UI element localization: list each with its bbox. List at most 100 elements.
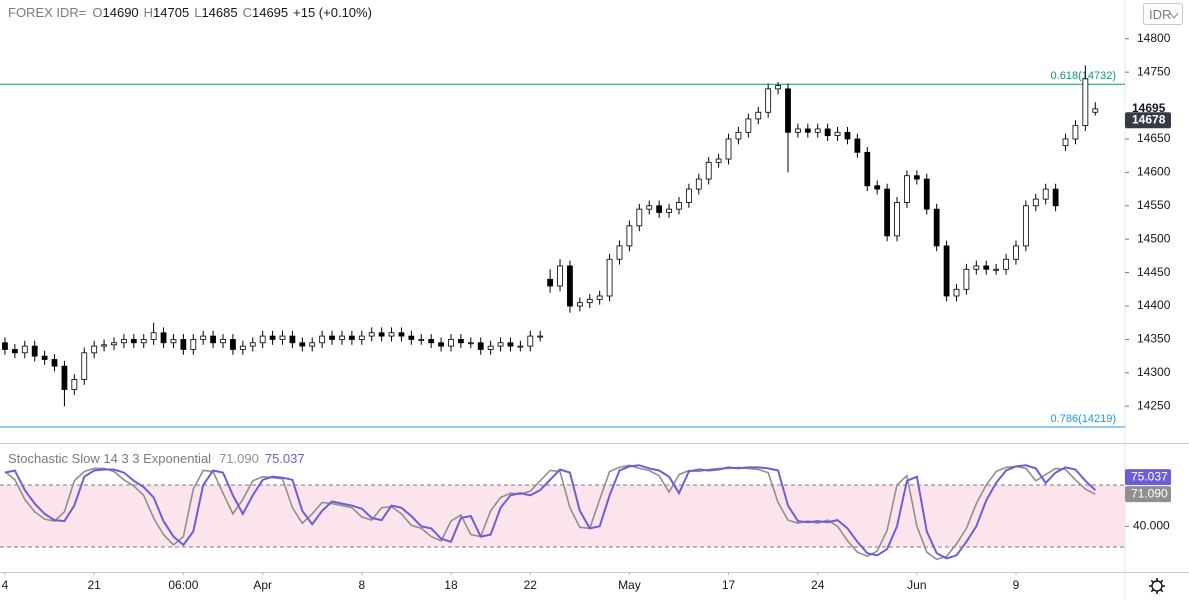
candle-body <box>467 342 474 345</box>
candle-body <box>289 335 296 344</box>
currency-button[interactable]: IDR <box>1143 3 1183 25</box>
y-tick-label: 14300 <box>1137 365 1171 379</box>
candle-body <box>319 335 326 344</box>
candle-body <box>101 344 107 347</box>
x-tick-label: 21 <box>87 578 101 592</box>
candle-body <box>735 131 742 140</box>
price-label: 14678 <box>1132 112 1166 126</box>
candle-body <box>904 175 910 203</box>
ohlc-value: 14705 <box>153 5 190 20</box>
candle-body <box>428 339 435 344</box>
candle-body <box>606 258 613 297</box>
x-tick-label: 22 <box>524 578 538 592</box>
ohlc-value: 14695 <box>251 5 289 20</box>
candle-body <box>913 175 920 180</box>
candle-body <box>21 345 28 354</box>
candle-body <box>943 245 950 297</box>
candle-body <box>1013 245 1019 260</box>
candle-body <box>1052 188 1059 207</box>
y-tick-label: 14400 <box>1137 298 1171 312</box>
value-box <box>1125 486 1171 503</box>
candle-body <box>150 332 157 340</box>
candle-body <box>81 352 88 380</box>
candle-body <box>596 295 603 300</box>
settings-icon[interactable] <box>1149 578 1165 594</box>
y-tick-label: 14800 <box>1137 31 1171 45</box>
x-tick-label: 4 <box>2 578 9 592</box>
candle-body <box>567 265 573 307</box>
candle-body <box>1032 198 1039 207</box>
value-box-label: 71.090 <box>1131 486 1168 500</box>
y-tick-label: 14500 <box>1137 231 1171 245</box>
y-tick-label: 14600 <box>1137 165 1171 179</box>
candle-body <box>180 339 187 350</box>
candle-body <box>210 335 217 344</box>
candle-body <box>517 345 524 348</box>
candle-body <box>795 128 801 133</box>
candle-body <box>497 342 504 347</box>
candle-body <box>854 138 861 153</box>
stoch-band <box>0 484 1125 547</box>
candle-body <box>358 335 365 340</box>
candle-body <box>329 335 335 340</box>
candle-body <box>983 265 990 270</box>
candle-body <box>130 339 137 344</box>
candle-body <box>804 128 811 133</box>
candle-body <box>239 345 246 350</box>
y-tick-label: 14650 <box>1137 131 1171 145</box>
candle-body <box>61 365 68 390</box>
candle-body <box>477 342 484 350</box>
candle-body <box>448 339 454 347</box>
ohlc-label: O <box>92 5 103 20</box>
candle-body <box>458 339 464 344</box>
candle-body <box>775 85 781 90</box>
candle-body <box>973 265 980 270</box>
candle-body <box>874 185 881 190</box>
candle-body <box>418 339 425 341</box>
x-tick-label: May <box>618 578 641 592</box>
x-tick-label: Jun <box>907 578 926 592</box>
candle-body <box>398 332 405 337</box>
candle-body <box>824 128 831 137</box>
y-tick-label: 14450 <box>1137 265 1171 279</box>
candle-body <box>1003 258 1009 270</box>
candle-body <box>963 268 970 290</box>
x-tick-label: 06:00 <box>168 578 198 592</box>
candle-body <box>438 342 444 347</box>
candle-body <box>299 342 306 347</box>
candle-body <box>249 342 256 347</box>
candle-body <box>160 332 167 344</box>
ohlc-label: L <box>194 5 202 20</box>
fib-label: 0.618(14732) <box>1051 70 1116 82</box>
candle-body <box>745 118 752 133</box>
ohlc-value: 14690 <box>102 5 139 20</box>
legend-value: 75.037 <box>264 451 305 466</box>
ohlc-value: 14685 <box>201 5 238 20</box>
x-tick-label: 24 <box>811 578 825 592</box>
candle-body <box>705 161 712 180</box>
candle-body <box>953 288 960 297</box>
value-box-label: 75.037 <box>1131 469 1168 483</box>
candle-body <box>636 208 643 227</box>
y-tick-label: 14750 <box>1137 64 1171 78</box>
candle-body <box>279 335 286 340</box>
candle-body <box>864 151 871 187</box>
candle-body <box>1042 188 1049 200</box>
candle-body <box>140 339 147 344</box>
price-label: 14695 <box>1132 101 1166 115</box>
candle-body <box>586 298 593 304</box>
candle-body <box>388 332 395 337</box>
stoch-line <box>4 464 1096 560</box>
candle-body <box>190 339 197 350</box>
candle-body <box>259 335 266 344</box>
gear-teeth <box>1149 578 1165 594</box>
candle-body <box>755 111 762 120</box>
candle-body <box>378 332 385 337</box>
indicator-title: Stochastic Slow 14 3 3 Exponential <box>8 451 212 466</box>
candle-body <box>616 245 623 260</box>
candle-body <box>2 342 8 350</box>
candle-body <box>507 342 514 347</box>
legend-value: 71.090 <box>219 451 259 466</box>
